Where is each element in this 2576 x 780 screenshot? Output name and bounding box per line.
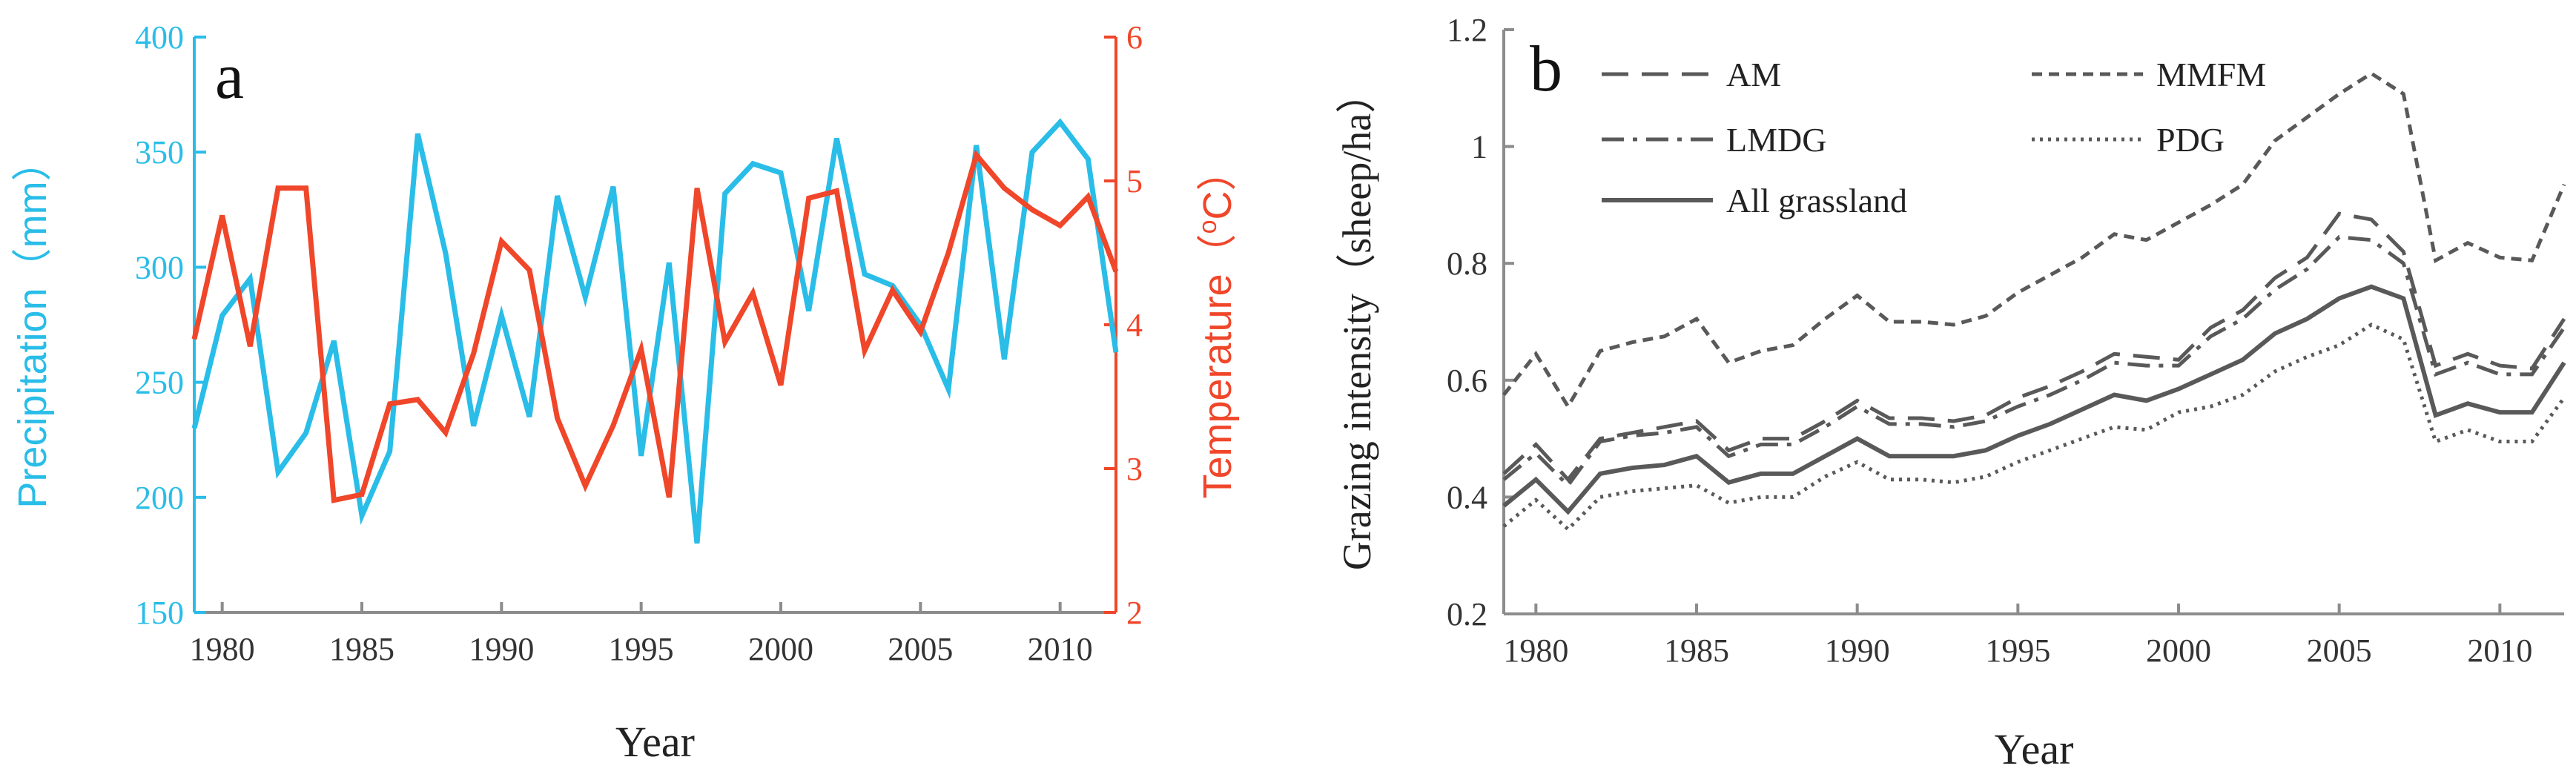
a-x-tick-label: 1990 xyxy=(469,631,534,667)
panel-b: 0.2 0.4 0.6 0.8 1 1.2 1980 1985 1990 1995 2000 2005… xyxy=(1335,12,2566,773)
a-left-tick-label: 400 xyxy=(135,19,184,56)
b-y-tick-label: 1.2 xyxy=(1447,12,1487,48)
series-line-lmdg xyxy=(1502,235,2566,489)
a-right-axis-title: Temperature（oC） xyxy=(1194,151,1240,498)
b-y-tick-label: 0.4 xyxy=(1447,479,1487,515)
series-line-mmfm xyxy=(1502,71,2566,411)
a-right-tick-label: 2 xyxy=(1126,595,1143,631)
a-right-title-post: C） xyxy=(1195,151,1240,219)
b-x-tick-label: 1985 xyxy=(1664,632,1729,669)
a-right-title-pre: Temperature（ xyxy=(1195,234,1240,498)
legend-label: LMDG xyxy=(1726,121,1826,159)
a-left-tick-label: 150 xyxy=(135,595,184,631)
a-right-title-sup: o xyxy=(1194,219,1222,234)
a-right-tick-label: 5 xyxy=(1126,163,1143,199)
a-left-axis-title: Precipitation（mm） xyxy=(10,141,55,508)
a-left-tick-label: 350 xyxy=(135,134,184,171)
legend-label: All grassland xyxy=(1726,182,1907,219)
b-x-tick-label: 1990 xyxy=(1825,632,1890,669)
b-x-tick-label: 1995 xyxy=(1985,632,2050,669)
a-x-tick-label: 2005 xyxy=(888,631,953,667)
precipitation-line xyxy=(191,118,1119,544)
panel-b-label: b xyxy=(1530,33,1562,105)
b-y-tick-label: 0.8 xyxy=(1447,245,1487,282)
a-x-axis-title: Year xyxy=(615,718,695,766)
b-y-tick-label: 0.6 xyxy=(1447,363,1487,399)
a-left-tick-label: 200 xyxy=(135,480,184,516)
b-x-axis-title: Year xyxy=(1995,725,2074,773)
b-x-tick-label: 2005 xyxy=(2307,632,2372,669)
b-y-tick-label: 1 xyxy=(1471,129,1487,165)
b-x-tick-label: 2010 xyxy=(2467,632,2532,669)
a-left-tick-label: 250 xyxy=(135,365,184,401)
b-x-tick-label: 2000 xyxy=(2146,632,2211,669)
a-x-tick-label: 2000 xyxy=(748,631,813,667)
series-line-pdg xyxy=(1502,323,2566,532)
a-x-tick-label: 1995 xyxy=(609,631,674,667)
b-y-tick-label: 0.2 xyxy=(1447,596,1487,632)
b-x-tick-label: 1980 xyxy=(1503,632,1568,669)
a-x-tick-label: 1985 xyxy=(329,631,394,667)
a-right-tick-label: 6 xyxy=(1126,19,1143,56)
legend-label: MMFM xyxy=(2156,56,2266,93)
temperature-line xyxy=(191,149,1119,503)
legend-label: AM xyxy=(1726,56,1781,93)
panel-a-label: a xyxy=(215,41,244,113)
a-right-tick-label: 4 xyxy=(1126,307,1143,343)
series-line-am xyxy=(1502,211,2566,483)
a-x-tick-label: 1980 xyxy=(190,631,255,667)
a-left-tick-label: 300 xyxy=(135,249,184,285)
a-right-tick-label: 3 xyxy=(1126,451,1143,487)
panel-a: 150 200 250 300 350 400 2 3 4 5 6 1980 1985 1990 1995 2… xyxy=(10,19,1240,766)
a-x-tick-label: 2010 xyxy=(1028,631,1093,667)
series-line-all-grassland xyxy=(1502,284,2566,515)
legend-label: PDG xyxy=(2156,121,2225,159)
b-y-axis-title: Grazing intensity（sheep/ha） xyxy=(1335,73,1379,570)
